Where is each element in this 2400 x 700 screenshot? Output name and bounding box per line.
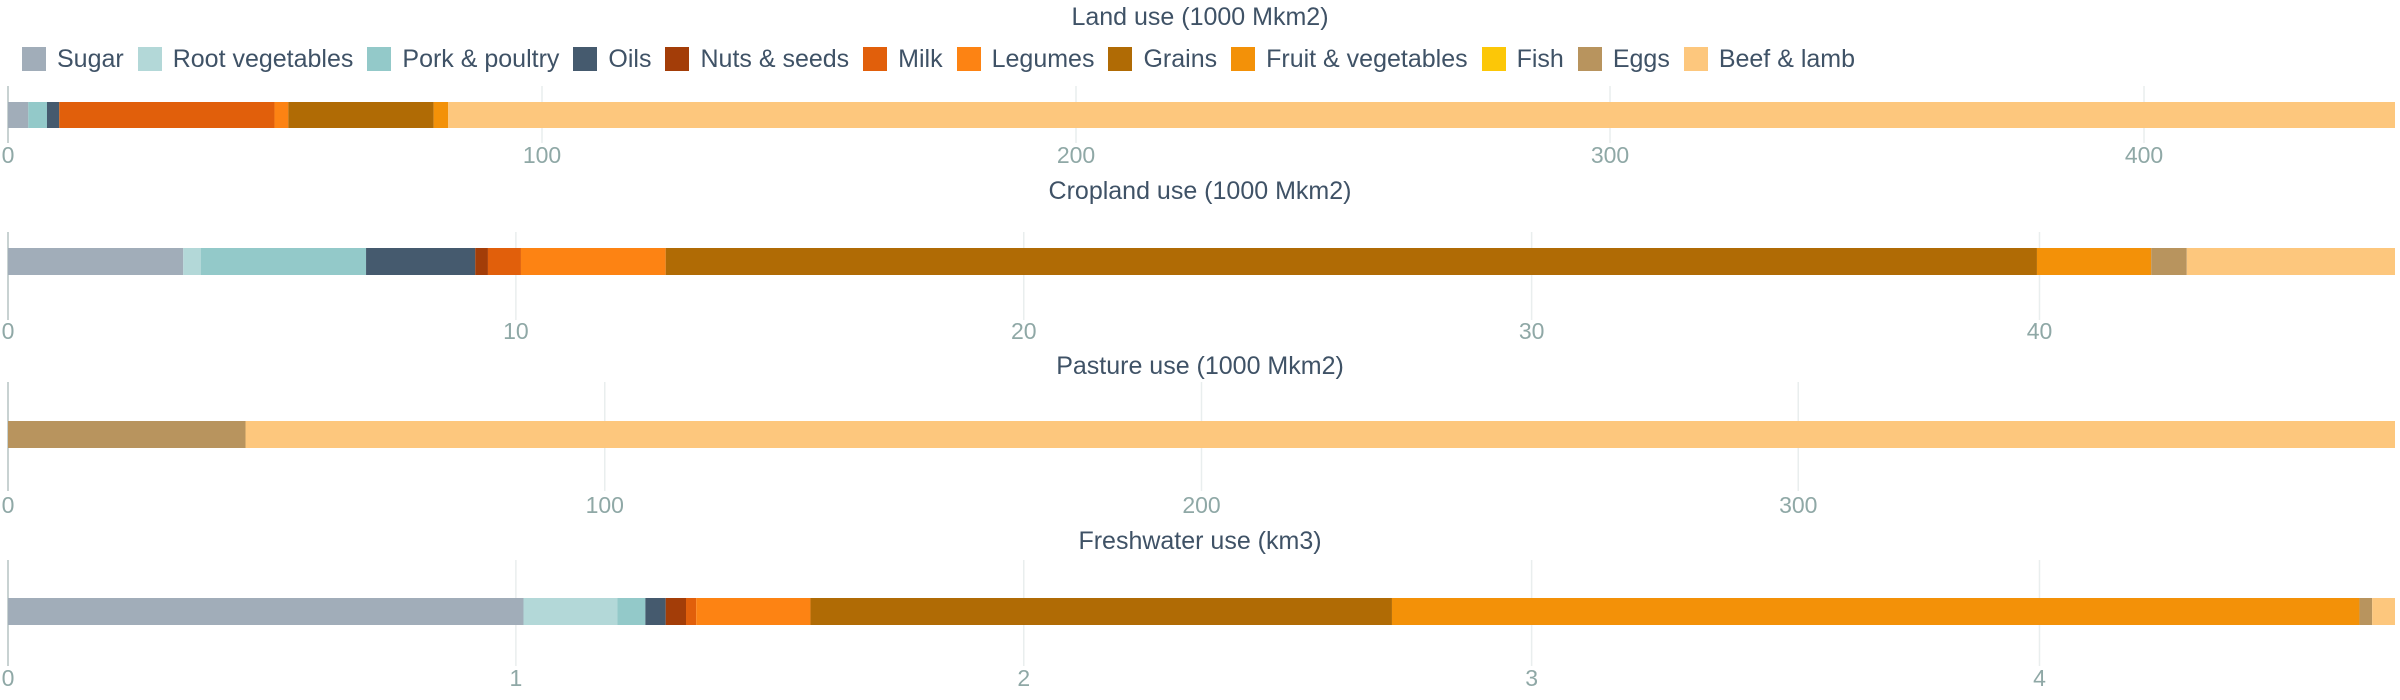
legend-swatch bbox=[1231, 47, 1256, 71]
legend-item[interactable]: Sugar bbox=[22, 45, 124, 74]
legend-label: Root vegetables bbox=[172, 44, 354, 73]
legend-item[interactable]: Grains bbox=[1108, 45, 1217, 74]
legend-swatch bbox=[137, 47, 162, 71]
legend-label: Milk bbox=[898, 44, 943, 73]
legend-swatch bbox=[1683, 47, 1708, 71]
tick-label: 100 bbox=[586, 492, 624, 518]
legend-swatch bbox=[863, 47, 888, 71]
tick-label: 300 bbox=[1779, 492, 1817, 518]
chart-title: Pasture use (1000 Mkm2) bbox=[1056, 352, 1344, 380]
bar-segment bbox=[183, 248, 201, 275]
bar-segment bbox=[686, 598, 697, 625]
legend-label: Nuts & seeds bbox=[700, 44, 850, 73]
bar-segment bbox=[665, 598, 687, 625]
bar-segment bbox=[8, 421, 246, 448]
legend-label: Pork & poultry bbox=[402, 44, 560, 73]
legend-item[interactable]: Fish bbox=[1481, 44, 1564, 74]
bar-segment bbox=[59, 102, 275, 128]
legend-item[interactable]: Oils bbox=[573, 45, 651, 74]
legend-swatch bbox=[367, 47, 392, 71]
bar-segment bbox=[2359, 598, 2373, 625]
bar-segment bbox=[2372, 598, 2395, 625]
chart-title: Land use (1000 Mkm2) bbox=[1071, 3, 1328, 31]
bar-segment bbox=[448, 102, 2396, 128]
tick-label: 10 bbox=[503, 318, 529, 344]
bar-segment bbox=[523, 598, 618, 625]
legend-swatch bbox=[1481, 47, 1506, 71]
chart-legend: Sugar Root vegetables Pork & poultry Oils Nu… bbox=[22, 40, 1869, 78]
bar-segment bbox=[200, 248, 367, 275]
tick-label: 30 bbox=[1519, 318, 1545, 344]
legend-item[interactable]: Milk bbox=[863, 44, 943, 74]
bar-segment bbox=[1391, 598, 2360, 625]
legend-label: Beef & lamb bbox=[1718, 44, 1856, 73]
bar-segment bbox=[2186, 248, 2395, 275]
tick-label: 100 bbox=[523, 142, 561, 168]
legend-item[interactable]: Pork & poultry bbox=[367, 45, 559, 74]
tick-label: 400 bbox=[2125, 142, 2163, 168]
bar-segment bbox=[433, 102, 449, 128]
legend-label: Fruit & vegetables bbox=[1266, 44, 1468, 73]
legend-label: Grains bbox=[1143, 44, 1218, 73]
legend-swatch bbox=[665, 47, 690, 71]
legend-label: Fish bbox=[1516, 44, 1564, 73]
tick-label: 1 bbox=[509, 665, 522, 691]
bar-segment bbox=[366, 248, 476, 275]
tick-label: 0 bbox=[2, 492, 15, 518]
chart-title: Freshwater use (km3) bbox=[1078, 527, 1321, 555]
legend-swatch bbox=[1577, 47, 1602, 71]
bar-segment bbox=[2036, 248, 2152, 275]
tick-label: 0 bbox=[2, 318, 15, 344]
tick-label: 4 bbox=[2033, 665, 2046, 691]
legend-label: Sugar bbox=[57, 44, 124, 73]
legend-swatch bbox=[22, 47, 46, 71]
legend-item[interactable]: Root vegetables bbox=[137, 44, 354, 74]
bar-segment bbox=[617, 598, 646, 625]
tick-label: 200 bbox=[1057, 142, 1095, 168]
legend-item[interactable]: Beef & lamb bbox=[1683, 44, 1856, 74]
tick-label: 2 bbox=[1017, 665, 1030, 691]
legend-swatch bbox=[956, 47, 981, 71]
chart-title: Cropland use (1000 Mkm2) bbox=[1049, 177, 1352, 205]
bar-segment bbox=[288, 102, 434, 128]
bar-segment bbox=[8, 248, 184, 275]
legend-swatch bbox=[573, 47, 598, 71]
legend-label: Legumes bbox=[991, 44, 1095, 73]
tick-label: 0 bbox=[2, 142, 15, 168]
legend-label: Eggs bbox=[1612, 44, 1670, 73]
bar-segment bbox=[28, 102, 47, 128]
tick-label: 3 bbox=[1525, 665, 1538, 691]
tick-label: 200 bbox=[1182, 492, 1220, 518]
legend-item[interactable]: Legumes bbox=[956, 44, 1095, 74]
tick-label: 0 bbox=[2, 665, 15, 691]
bar-segment bbox=[696, 598, 811, 625]
tick-label: 40 bbox=[2027, 318, 2053, 344]
bar-segment bbox=[520, 248, 666, 275]
bar-segment bbox=[245, 421, 2395, 448]
bar-segment bbox=[8, 598, 524, 625]
bar-segment bbox=[475, 248, 488, 275]
tick-label: 20 bbox=[1011, 318, 1037, 344]
legend-item[interactable]: Nuts & seeds bbox=[665, 45, 849, 74]
bar-segment bbox=[665, 248, 2037, 275]
bar-segment bbox=[2151, 248, 2187, 275]
bar-segment bbox=[8, 102, 29, 128]
bar-segment bbox=[46, 102, 60, 128]
tick-label: 300 bbox=[1591, 142, 1629, 168]
legend-swatch bbox=[1108, 47, 1133, 71]
legend-item[interactable]: Fruit & vegetables bbox=[1231, 45, 1468, 74]
bar-segment bbox=[810, 598, 1392, 625]
legend-item[interactable]: Eggs bbox=[1577, 44, 1670, 74]
bar-segment bbox=[487, 248, 521, 275]
legend-label: Oils bbox=[608, 44, 652, 73]
bar-segment bbox=[645, 598, 666, 625]
bar-segment bbox=[274, 102, 289, 128]
